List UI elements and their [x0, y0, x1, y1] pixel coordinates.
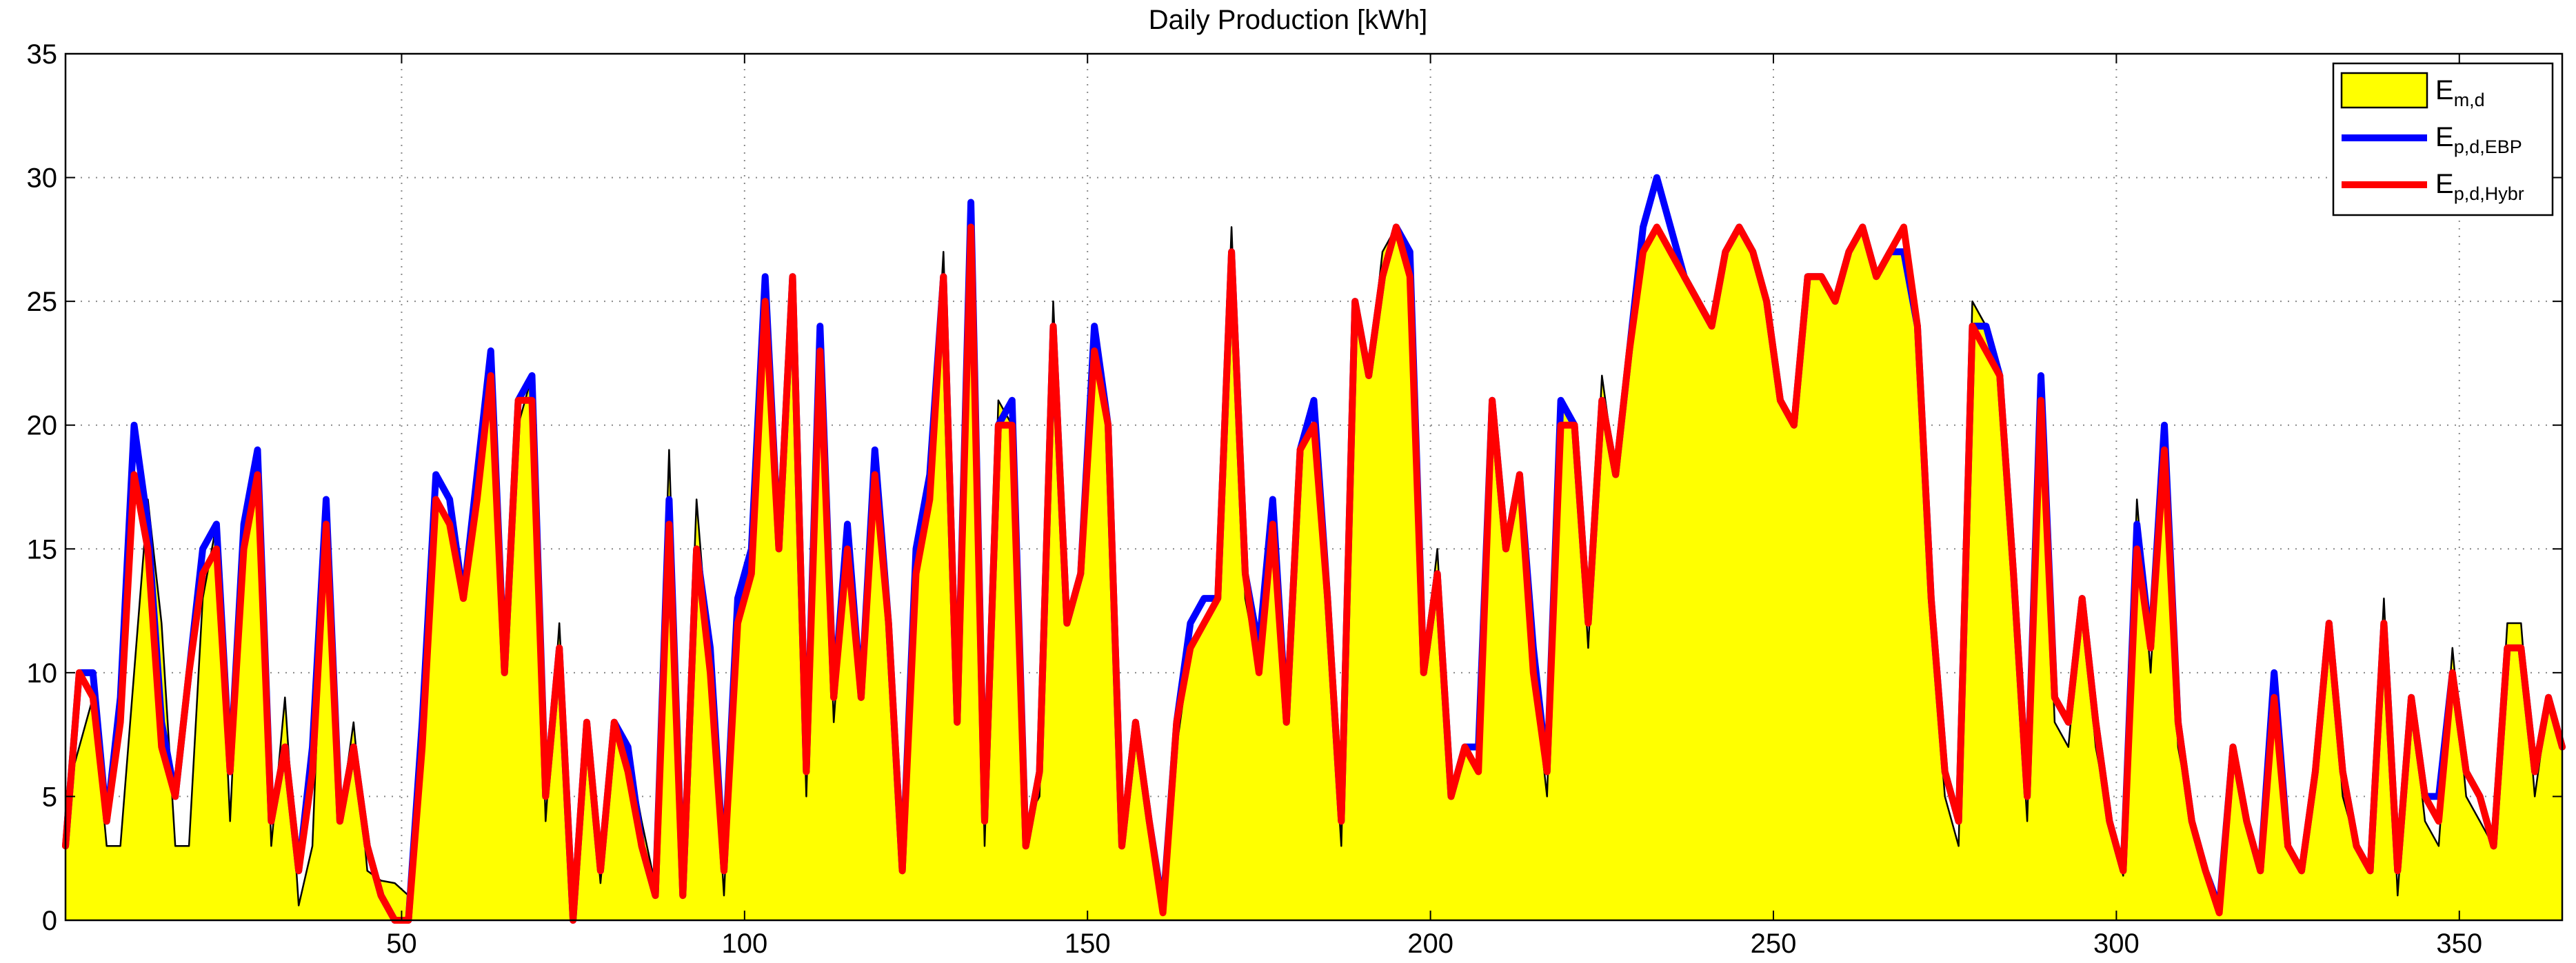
- plot-frame: [64, 52, 2564, 922]
- y-tick-label: 30: [27, 163, 58, 194]
- y-tick-label: 35: [27, 39, 58, 70]
- chart-title: Daily Production [kWh]: [1149, 5, 1428, 35]
- x-tick-label: 300: [2093, 929, 2140, 959]
- x-tick-label: 200: [1407, 929, 1453, 959]
- y-tick-label: 25: [27, 287, 58, 317]
- x-tick-label: 250: [1751, 929, 1797, 959]
- y-tick-label: 15: [27, 534, 58, 565]
- axis-ticks: 50 100 150 200 250 300 350 0 5 10 15 20 25 30 35: [27, 39, 2562, 959]
- line-series-layer: [62, 174, 2566, 924]
- x-tick-label: 50: [386, 929, 417, 959]
- x-tick-label: 150: [1065, 929, 1111, 959]
- x-tick-label: 350: [2436, 929, 2482, 959]
- x-tick-label: 100: [721, 929, 767, 959]
- legend-label: Em,d: [2435, 75, 2485, 110]
- legend-label: Ep,d,Hybr: [2435, 169, 2524, 204]
- legend: Em,d Ep,d,EBP Ep,d,Hybr: [2332, 62, 2554, 216]
- y-tick-label: 0: [42, 906, 57, 936]
- legend-label: Ep,d,EBP: [2435, 122, 2522, 157]
- legend-swatch-em-d: [2340, 72, 2428, 109]
- y-tick-label: 10: [27, 658, 58, 689]
- series-line-ep-d-hybr: [62, 223, 2566, 924]
- y-tick-label: 5: [42, 782, 57, 812]
- y-tick-label: 20: [27, 411, 58, 441]
